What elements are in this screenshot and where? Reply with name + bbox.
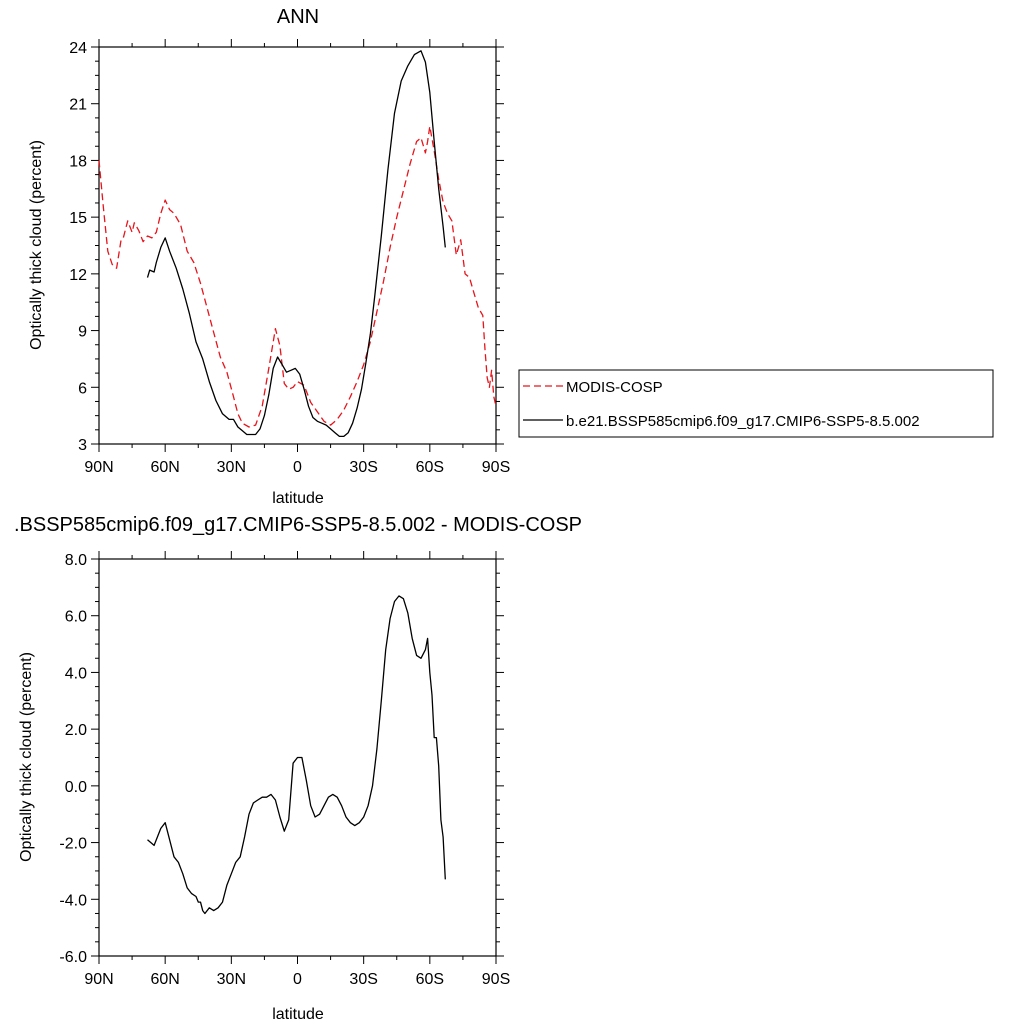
top-y-tick-label: 15 bbox=[69, 210, 87, 227]
legend-label-modis: MODIS-COSP bbox=[566, 379, 663, 396]
bottom-x-axis-label: latitude bbox=[272, 1006, 324, 1023]
bottom-y-tick-label: -6.0 bbox=[59, 949, 87, 966]
bottom-chart-title: .BSSP585cmip6.f09_g17.CMIP6-SSP5-8.5.002… bbox=[14, 514, 582, 536]
top-x-tick-label: 90N bbox=[84, 459, 113, 476]
top-x-axis-label: latitude bbox=[272, 490, 324, 507]
top-y-tick-label: 12 bbox=[69, 267, 87, 284]
bottom-y-axis-label: Optically thick cloud (percent) bbox=[18, 652, 35, 862]
top-x-tick-label: 60S bbox=[416, 459, 444, 476]
top-chart-title: ANN bbox=[277, 6, 319, 28]
top-x-tick-label: 30N bbox=[217, 459, 246, 476]
bottom-plot-area: 90N 60N 30N 0 30S 60S 90S -6.0 -4.0 -2.0 0.0 2.0 4.0… bbox=[59, 551, 510, 988]
top-y-tick-label: 18 bbox=[69, 153, 87, 170]
bottom-x-tick-label: 30N bbox=[217, 971, 246, 988]
bottom-y-tick-label: 0.0 bbox=[65, 779, 87, 796]
top-x-tick-label: 60N bbox=[150, 459, 179, 476]
top-series-line-modis bbox=[98, 125, 497, 428]
top-chart-panel: ANN latitude Optically thick cloud (perc… bbox=[28, 6, 510, 507]
legend-label-model: b.e21.BSSP585cmip6.f09_g17.CMIP6-SSP5-8.… bbox=[566, 413, 920, 430]
top-x-tick-label: 90S bbox=[482, 459, 510, 476]
bottom-x-tick-label: 30S bbox=[349, 971, 377, 988]
bottom-x-tick-label: 90S bbox=[482, 971, 510, 988]
legend: MODIS-COSP b.e21.BSSP585cmip6.f09_g17.CM… bbox=[518, 369, 994, 438]
bottom-y-tick-label: 4.0 bbox=[65, 665, 87, 682]
bottom-y-tick-label: 8.0 bbox=[65, 552, 87, 569]
top-x-tick-label: 0 bbox=[293, 459, 302, 476]
bottom-y-tick-label: -2.0 bbox=[59, 836, 87, 853]
bottom-y-tick-label: -4.0 bbox=[59, 892, 87, 909]
top-y-tick-label: 24 bbox=[69, 40, 87, 57]
bottom-y-tick-label: 2.0 bbox=[65, 722, 87, 739]
top-plot-area: 90N 60N 30N 0 30S 60S 90S 3 6 9 12 15 18 21 24 bbox=[69, 39, 510, 476]
top-series-line-model bbox=[146, 50, 446, 438]
bottom-chart-panel: .BSSP585cmip6.f09_g17.CMIP6-SSP5-8.5.002… bbox=[14, 514, 582, 1023]
bottom-x-tick-label: 60S bbox=[416, 971, 444, 988]
top-y-axis-label: Optically thick cloud (percent) bbox=[28, 140, 45, 350]
bottom-x-tick-label: 90N bbox=[84, 971, 113, 988]
top-y-tick-label: 3 bbox=[78, 437, 87, 454]
top-y-tick-label: 21 bbox=[69, 97, 87, 114]
bottom-x-tick-label: 0 bbox=[293, 971, 302, 988]
bottom-series-line-model bbox=[147, 595, 446, 915]
top-plot-frame bbox=[98, 46, 497, 445]
bottom-x-tick-label: 60N bbox=[150, 971, 179, 988]
bottom-y-tick-label: 6.0 bbox=[65, 609, 87, 626]
top-y-tick-label: 6 bbox=[78, 380, 87, 397]
top-y-tick-label: 9 bbox=[78, 324, 87, 341]
top-x-tick-label: 30S bbox=[349, 459, 377, 476]
legend-box bbox=[518, 369, 994, 438]
